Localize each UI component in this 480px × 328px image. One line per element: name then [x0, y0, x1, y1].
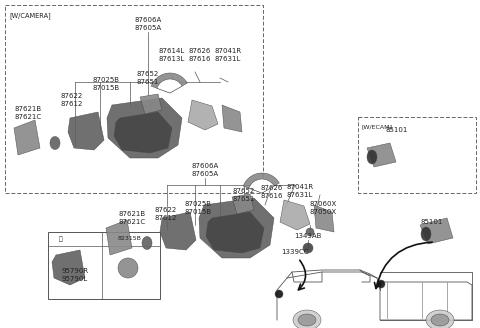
Polygon shape	[280, 200, 310, 230]
Polygon shape	[199, 198, 274, 258]
Text: 85101: 85101	[386, 127, 408, 133]
Ellipse shape	[426, 310, 454, 328]
Wedge shape	[157, 79, 182, 93]
Text: 87621B
87621C: 87621B 87621C	[14, 106, 42, 120]
Text: [W/CAMERA]: [W/CAMERA]	[9, 12, 51, 19]
Text: 87060X
87050X: 87060X 87050X	[310, 201, 336, 215]
Polygon shape	[367, 143, 396, 167]
Text: 87621B
87621C: 87621B 87621C	[119, 211, 145, 225]
Polygon shape	[106, 220, 132, 255]
Ellipse shape	[431, 314, 449, 326]
Text: 1343AB: 1343AB	[294, 233, 322, 239]
Text: 87626
87616: 87626 87616	[261, 185, 283, 199]
Ellipse shape	[50, 136, 60, 150]
Polygon shape	[14, 120, 40, 155]
Text: 87041R
87631L: 87041R 87631L	[287, 184, 313, 198]
Polygon shape	[160, 212, 196, 250]
Ellipse shape	[303, 243, 313, 253]
Ellipse shape	[298, 314, 316, 326]
Text: 87652
87651: 87652 87651	[137, 71, 159, 85]
Ellipse shape	[306, 228, 314, 236]
Wedge shape	[151, 73, 187, 93]
Text: 87025B
87015B: 87025B 87015B	[184, 201, 212, 215]
Text: 87652
87651: 87652 87651	[233, 188, 255, 202]
Polygon shape	[232, 194, 254, 214]
Polygon shape	[222, 105, 242, 132]
Polygon shape	[140, 94, 162, 114]
Polygon shape	[188, 100, 218, 130]
Text: 87622
87612: 87622 87612	[155, 207, 177, 221]
Text: 87606A
87605A: 87606A 87605A	[192, 163, 218, 177]
Text: 1339CC: 1339CC	[281, 249, 309, 255]
Text: 82315B: 82315B	[118, 236, 142, 241]
Polygon shape	[68, 112, 104, 150]
Ellipse shape	[142, 236, 152, 250]
Polygon shape	[52, 250, 85, 285]
Text: 87606A
87605A: 87606A 87605A	[134, 17, 162, 31]
Polygon shape	[206, 212, 264, 253]
Polygon shape	[314, 205, 334, 232]
Text: 87041R
87631L: 87041R 87631L	[215, 48, 241, 62]
Text: 87622
87612: 87622 87612	[61, 93, 83, 107]
Ellipse shape	[367, 150, 377, 164]
Ellipse shape	[293, 310, 321, 328]
Polygon shape	[420, 218, 453, 244]
Text: Ⓐ: Ⓐ	[59, 236, 63, 242]
Wedge shape	[243, 173, 279, 193]
Polygon shape	[114, 112, 172, 153]
Ellipse shape	[275, 290, 283, 298]
Text: [W/ECAM]: [W/ECAM]	[362, 124, 393, 129]
Wedge shape	[249, 179, 274, 193]
Ellipse shape	[421, 227, 431, 241]
Ellipse shape	[118, 258, 138, 278]
Text: 87614L
87613L: 87614L 87613L	[159, 48, 185, 62]
Text: 95790R
95790L: 95790R 95790L	[61, 268, 89, 282]
Text: 85101: 85101	[421, 219, 443, 225]
Polygon shape	[107, 98, 182, 158]
Ellipse shape	[377, 280, 385, 288]
Text: 87626
87616: 87626 87616	[189, 48, 211, 62]
Text: 87025B
87015B: 87025B 87015B	[93, 77, 120, 91]
